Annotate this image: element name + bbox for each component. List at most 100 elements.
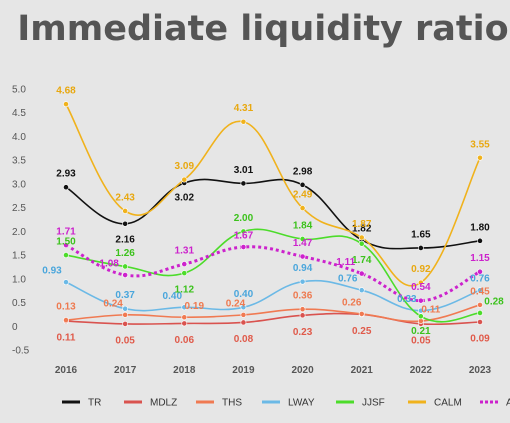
legend-label-ths: THS — [222, 398, 242, 409]
data-label-tr: 2.98 — [293, 166, 313, 177]
data-point-lway — [240, 304, 247, 311]
data-point-jjsf — [240, 228, 247, 235]
data-label-average: 1.71 — [56, 227, 76, 238]
data-label-ths: 0.11 — [421, 305, 440, 316]
data-point-jjsf — [299, 236, 306, 242]
chart-title: Immediate liquidity ratio — [17, 9, 508, 49]
data-labels: 2.93 2.16 3.02 3.01 2.98 1.82 1.65 1.80 0.11 0.05… — [42, 86, 504, 347]
data-label-average: 0.54 — [411, 282, 431, 293]
legend-label-jjsf: JJSF — [362, 398, 385, 409]
data-point-tr — [63, 184, 69, 191]
data-label-average: 1.47 — [293, 238, 313, 249]
legend-label-tr: TR — [88, 398, 101, 409]
data-label-lway: 0.76 — [470, 274, 490, 285]
data-point-mdlz — [122, 320, 129, 327]
data-label-ths: 0.13 — [56, 302, 76, 313]
data-point-ths — [181, 314, 188, 321]
data-label-mdlz: 0.05 — [115, 335, 135, 346]
data-point-lway — [63, 279, 69, 286]
data-point-lway — [122, 305, 129, 312]
y-tick-label: 1.0 — [12, 274, 26, 285]
data-label-jjsf: 1.74 — [352, 255, 372, 266]
data-label-tr: 3.01 — [234, 165, 254, 176]
data-label-calm: 1.87 — [352, 219, 372, 230]
data-point-tr — [240, 180, 247, 187]
data-label-jjsf: 1.84 — [293, 220, 313, 231]
data-label-lway: 0.40 — [163, 291, 183, 302]
data-label-calm: 4.68 — [56, 86, 76, 97]
series-line-ths — [65, 304, 481, 323]
data-label-average: 1.67 — [234, 231, 254, 242]
data-label-calm: 2.43 — [115, 192, 135, 203]
data-label-jjsf: 0.21 — [411, 326, 431, 337]
data-point-lway — [299, 278, 306, 285]
y-tick-label: -0.5 — [12, 346, 30, 357]
x-tick-label: 2019 — [232, 365, 255, 376]
data-point-calm — [417, 279, 424, 286]
data-point-tr — [299, 181, 306, 188]
data-label-ths: 0.24 — [226, 298, 246, 309]
y-tick-label: 3.5 — [12, 156, 26, 167]
data-label-jjsf: 1.26 — [115, 248, 135, 259]
legend: TR MDLZ THS LWAY JJSF CALM Average — [62, 398, 510, 409]
data-point-ths — [477, 302, 483, 308]
data-point-average — [477, 268, 483, 275]
data-label-tr: 2.16 — [115, 234, 135, 245]
data-point-ths — [63, 317, 69, 324]
data-point-mdlz — [181, 320, 188, 327]
data-label-lway: 0.76 — [338, 274, 358, 285]
data-point-calm — [63, 101, 69, 108]
data-label-tr: 1.82 — [352, 223, 372, 234]
x-tick-label: 2023 — [469, 365, 492, 376]
data-label-lway: 0.94 — [293, 263, 313, 274]
data-point-jjsf — [63, 252, 69, 258]
data-label-mdlz: 0.23 — [293, 327, 313, 338]
data-label-calm: 3.09 — [175, 161, 195, 172]
data-label-tr: 2.93 — [56, 169, 76, 180]
data-label-mdlz: 0.05 — [411, 335, 431, 346]
data-label-average: 1.08 — [99, 259, 119, 270]
data-label-average: 1.15 — [470, 253, 490, 264]
y-tick-label: 2.5 — [12, 203, 26, 214]
y-tick-label: 0 — [12, 322, 18, 333]
data-point-jjsf — [122, 263, 129, 270]
data-point-mdlz — [299, 312, 306, 319]
y-tick-label: 0.5 — [12, 298, 26, 309]
data-label-calm: 3.55 — [470, 139, 490, 150]
x-tick-label: 2017 — [114, 365, 137, 376]
data-point-lway — [417, 307, 424, 314]
data-point-tr — [477, 237, 483, 244]
data-label-ths: 0.26 — [342, 297, 362, 308]
data-point-average — [358, 270, 365, 277]
data-point-ths — [122, 311, 129, 318]
data-point-jjsf — [358, 240, 365, 247]
data-point-tr — [417, 245, 424, 251]
data-label-mdlz: 0.11 — [57, 333, 76, 344]
data-point-calm — [477, 154, 483, 161]
data-label-ths: 0.45 — [470, 286, 490, 297]
legend-label-calm: CALM — [434, 398, 462, 409]
series-line-tr — [65, 178, 481, 250]
data-point-average — [299, 253, 306, 260]
x-tick-label: 2022 — [410, 365, 433, 376]
data-label-mdlz: 0.09 — [470, 334, 490, 345]
data-point-lway — [358, 287, 365, 294]
data-point-lway — [477, 287, 483, 294]
data-point-average — [240, 244, 247, 250]
series-line-jjsf — [65, 228, 481, 323]
data-label-jjsf: 2.00 — [234, 213, 254, 224]
data-label-lway: 0.93 — [42, 266, 62, 277]
x-tick-label: 2020 — [291, 365, 314, 376]
data-point-tr — [122, 220, 129, 227]
data-label-tr: 1.65 — [411, 229, 431, 240]
data-label-ths: 0.24 — [103, 298, 123, 309]
data-label-lway: 0.37 — [115, 290, 135, 301]
data-point-ths — [358, 311, 365, 317]
data-label-tr: 1.80 — [470, 222, 490, 233]
data-point-average — [63, 242, 69, 249]
data-label-jjsf: 0.28 — [484, 296, 504, 307]
data-point-average — [181, 261, 188, 268]
data-point-calm — [181, 176, 188, 183]
